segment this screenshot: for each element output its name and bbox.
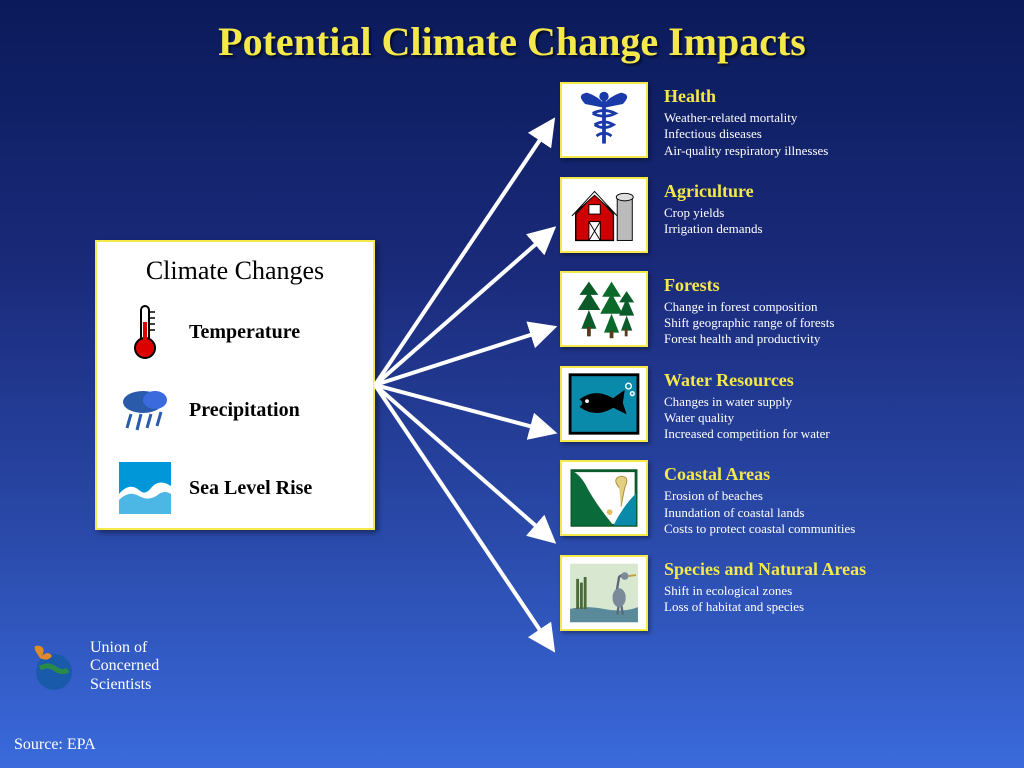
factor-temperature: Temperature [115, 302, 355, 362]
impact-subline: Loss of habitat and species [664, 599, 866, 615]
factor-precipitation: Precipitation [115, 380, 355, 440]
source-citation: Source: EPA [14, 736, 96, 754]
impact-subline: Inundation of coastal lands [664, 505, 855, 521]
beach-icon [560, 460, 648, 536]
impact-row: Forests Change in forest compositionShift… [560, 271, 1010, 348]
fish-icon [560, 366, 648, 442]
impact-text: Health Weather-related mortalityInfectiou… [664, 82, 828, 159]
impact-subline: Erosion of beaches [664, 488, 855, 504]
impact-row: Species and Natural Areas Shift in ecolog… [560, 555, 1010, 631]
wave-icon [115, 458, 175, 518]
impact-subline: Infectious diseases [664, 126, 828, 142]
impact-heading: Coastal Areas [664, 464, 855, 485]
factor-label: Precipitation [189, 399, 300, 422]
org-name: Union of Concerned Scientists [90, 639, 159, 694]
impact-text: Water Resources Changes in water supplyWa… [664, 366, 830, 443]
impact-subline: Change in forest composition [664, 299, 834, 315]
thermometer-icon [115, 302, 175, 362]
impact-subline: Shift geographic range of forests [664, 315, 834, 331]
rain-cloud-icon [115, 380, 175, 440]
org-line: Union of [90, 639, 159, 657]
factor-sealevel: Sea Level Rise [115, 458, 355, 518]
org-line: Scientists [90, 676, 159, 694]
slide-title: Potential Climate Change Impacts [0, 18, 1024, 65]
climate-changes-box: Climate Changes Temperature Precipitatio… [95, 240, 375, 530]
impact-row: Health Weather-related mortalityInfectiou… [560, 82, 1010, 159]
impact-heading: Water Resources [664, 370, 830, 391]
impact-text: Agriculture Crop yieldsIrrigation demands [664, 177, 763, 238]
impact-subline: Air-quality respiratory illnesses [664, 143, 828, 159]
impact-subline: Increased competition for water [664, 426, 830, 442]
org-credit: Union of Concerned Scientists [28, 639, 159, 694]
impact-subline: Weather-related mortality [664, 110, 828, 126]
impact-subline: Crop yields [664, 205, 763, 221]
impact-subline: Costs to protect coastal communities [664, 521, 855, 537]
impact-subline: Changes in water supply [664, 394, 830, 410]
impact-heading: Agriculture [664, 181, 763, 202]
factor-label: Sea Level Rise [189, 477, 312, 500]
impact-text: Forests Change in forest compositionShift… [664, 271, 834, 348]
impact-row: Water Resources Changes in water supplyWa… [560, 366, 1010, 443]
heron-icon [560, 555, 648, 631]
impact-heading: Forests [664, 275, 834, 296]
impacts-column: Health Weather-related mortalityInfectiou… [560, 82, 1010, 649]
barn-icon [560, 177, 648, 253]
trees-icon [560, 271, 648, 347]
impact-subline: Water quality [664, 410, 830, 426]
impact-subline: Shift in ecological zones [664, 583, 866, 599]
impact-subline: Forest health and productivity [664, 331, 834, 347]
factor-label: Temperature [189, 321, 300, 344]
impact-row: Coastal Areas Erosion of beachesInundatio… [560, 460, 1010, 537]
impact-row: Agriculture Crop yieldsIrrigation demands [560, 177, 1010, 253]
climate-changes-heading: Climate Changes [115, 256, 355, 286]
globe-butterfly-icon [28, 640, 80, 692]
impact-subline: Irrigation demands [664, 221, 763, 237]
caduceus-icon [560, 82, 648, 158]
org-line: Concerned [90, 657, 159, 675]
impact-heading: Health [664, 86, 828, 107]
impact-heading: Species and Natural Areas [664, 559, 866, 580]
impact-text: Species and Natural Areas Shift in ecolog… [664, 555, 866, 616]
impact-text: Coastal Areas Erosion of beachesInundatio… [664, 460, 855, 537]
